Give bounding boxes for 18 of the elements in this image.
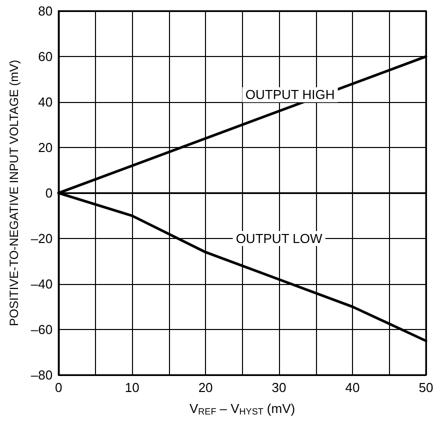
x-tick-label: 0: [54, 380, 62, 395]
x-tick-label: 30: [272, 380, 286, 395]
annotation: OUTPUT LOW: [236, 231, 323, 246]
y-tick-label: 40: [38, 94, 53, 110]
y-tick-label: –40: [30, 276, 53, 292]
x-tick-label: 20: [198, 380, 213, 395]
y-tick-label: –60: [30, 322, 53, 337]
y-axis-title: POSITIVE-TO-NEGATIVE INPUT VOLTAGE (mV): [7, 60, 21, 326]
y-tick-label: 0: [45, 186, 53, 200]
x-tick-label: 40: [345, 380, 360, 395]
y-tick-label: –80: [30, 368, 53, 382]
annotation: OUTPUT HIGH: [245, 87, 335, 102]
x-tick-label: 50: [418, 380, 434, 395]
y-tick-label: –20: [30, 231, 53, 246]
y-tick-label: 20: [38, 140, 53, 155]
y-tick-label: 60: [38, 49, 53, 64]
y-tick-label: 80: [38, 4, 53, 18]
x-tick-label: 10: [124, 380, 140, 395]
